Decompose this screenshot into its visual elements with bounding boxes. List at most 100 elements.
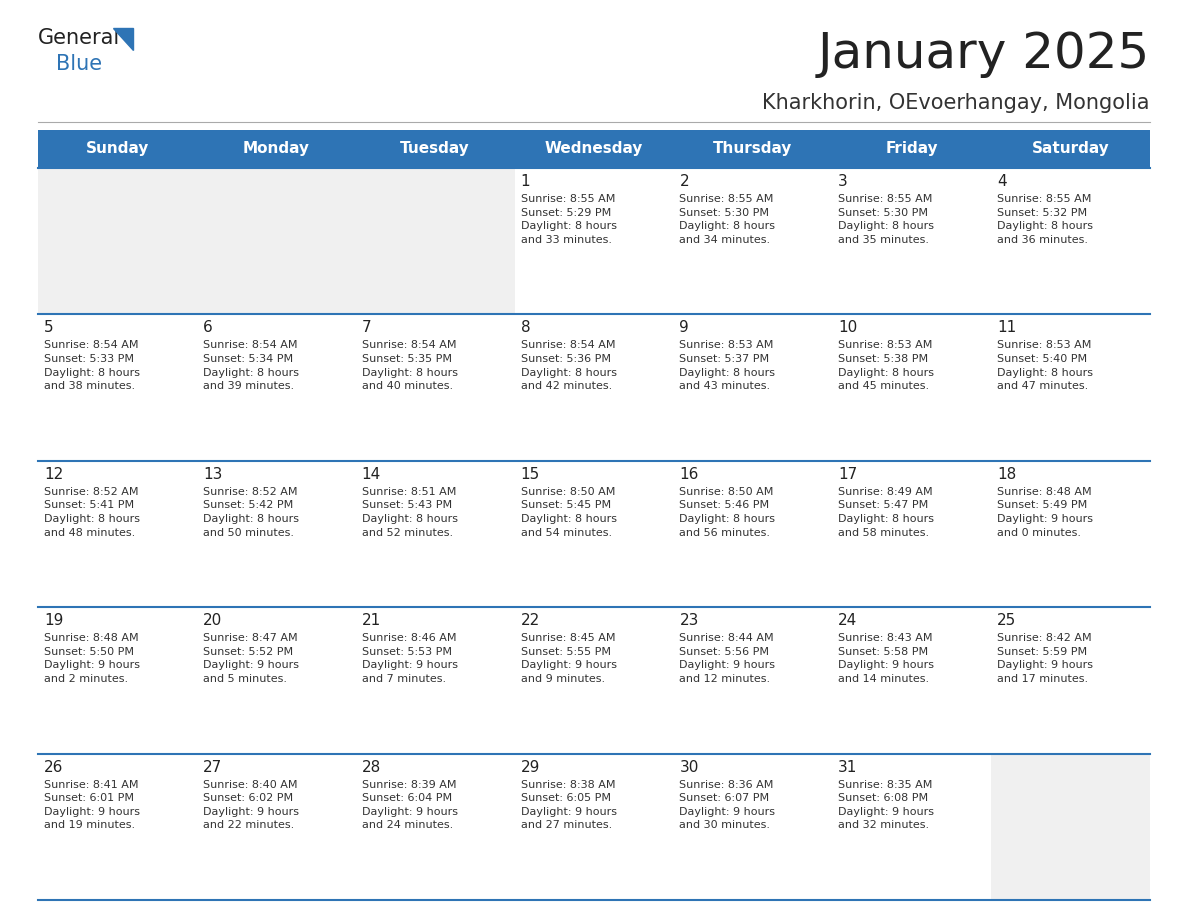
Bar — [355, 168, 514, 314]
Bar — [38, 461, 197, 607]
Bar — [991, 130, 1150, 168]
Text: Sunrise: 8:42 AM
Sunset: 5:59 PM
Daylight: 9 hours
and 17 minutes.: Sunrise: 8:42 AM Sunset: 5:59 PM Dayligh… — [997, 633, 1093, 684]
Text: Sunrise: 8:55 AM
Sunset: 5:29 PM
Daylight: 8 hours
and 33 minutes.: Sunrise: 8:55 AM Sunset: 5:29 PM Dayligh… — [520, 194, 617, 245]
Text: Sunrise: 8:47 AM
Sunset: 5:52 PM
Daylight: 9 hours
and 5 minutes.: Sunrise: 8:47 AM Sunset: 5:52 PM Dayligh… — [203, 633, 299, 684]
Bar — [833, 314, 991, 461]
Text: General: General — [38, 28, 120, 48]
Text: Sunrise: 8:39 AM
Sunset: 6:04 PM
Daylight: 9 hours
and 24 minutes.: Sunrise: 8:39 AM Sunset: 6:04 PM Dayligh… — [361, 779, 457, 831]
Bar — [991, 461, 1150, 607]
Text: Sunrise: 8:35 AM
Sunset: 6:08 PM
Daylight: 9 hours
and 32 minutes.: Sunrise: 8:35 AM Sunset: 6:08 PM Dayligh… — [839, 779, 934, 831]
Bar — [355, 461, 514, 607]
Text: Sunrise: 8:53 AM
Sunset: 5:37 PM
Daylight: 8 hours
and 43 minutes.: Sunrise: 8:53 AM Sunset: 5:37 PM Dayligh… — [680, 341, 776, 391]
Text: Sunrise: 8:48 AM
Sunset: 5:49 PM
Daylight: 9 hours
and 0 minutes.: Sunrise: 8:48 AM Sunset: 5:49 PM Dayligh… — [997, 487, 1093, 538]
Text: 4: 4 — [997, 174, 1006, 189]
Text: Wednesday: Wednesday — [545, 141, 643, 156]
Text: Sunrise: 8:53 AM
Sunset: 5:38 PM
Daylight: 8 hours
and 45 minutes.: Sunrise: 8:53 AM Sunset: 5:38 PM Dayligh… — [839, 341, 934, 391]
Bar — [514, 754, 674, 900]
Bar — [833, 607, 991, 754]
Text: Sunrise: 8:38 AM
Sunset: 6:05 PM
Daylight: 9 hours
and 27 minutes.: Sunrise: 8:38 AM Sunset: 6:05 PM Dayligh… — [520, 779, 617, 831]
Text: 20: 20 — [203, 613, 222, 628]
Text: Sunrise: 8:54 AM
Sunset: 5:33 PM
Daylight: 8 hours
and 38 minutes.: Sunrise: 8:54 AM Sunset: 5:33 PM Dayligh… — [44, 341, 140, 391]
Bar — [674, 461, 833, 607]
Text: 5: 5 — [44, 320, 53, 335]
Text: 24: 24 — [839, 613, 858, 628]
Text: Sunrise: 8:45 AM
Sunset: 5:55 PM
Daylight: 9 hours
and 9 minutes.: Sunrise: 8:45 AM Sunset: 5:55 PM Dayligh… — [520, 633, 617, 684]
Bar — [355, 314, 514, 461]
Text: Sunrise: 8:48 AM
Sunset: 5:50 PM
Daylight: 9 hours
and 2 minutes.: Sunrise: 8:48 AM Sunset: 5:50 PM Dayligh… — [44, 633, 140, 684]
Bar — [38, 607, 197, 754]
Bar — [355, 754, 514, 900]
Text: 3: 3 — [839, 174, 848, 189]
Text: Tuesday: Tuesday — [400, 141, 470, 156]
Text: Sunday: Sunday — [86, 141, 150, 156]
Bar — [991, 314, 1150, 461]
Bar — [833, 754, 991, 900]
Text: 21: 21 — [361, 613, 381, 628]
Bar — [38, 130, 197, 168]
Text: Sunrise: 8:40 AM
Sunset: 6:02 PM
Daylight: 9 hours
and 22 minutes.: Sunrise: 8:40 AM Sunset: 6:02 PM Dayligh… — [203, 779, 299, 831]
Text: Monday: Monday — [242, 141, 310, 156]
Bar — [197, 607, 355, 754]
Text: 6: 6 — [203, 320, 213, 335]
Bar — [197, 461, 355, 607]
Text: 2: 2 — [680, 174, 689, 189]
Text: Sunrise: 8:52 AM
Sunset: 5:42 PM
Daylight: 8 hours
and 50 minutes.: Sunrise: 8:52 AM Sunset: 5:42 PM Dayligh… — [203, 487, 299, 538]
Text: 13: 13 — [203, 466, 222, 482]
Bar — [674, 130, 833, 168]
Text: 1: 1 — [520, 174, 530, 189]
Text: 28: 28 — [361, 759, 381, 775]
Text: Thursday: Thursday — [713, 141, 792, 156]
Bar — [991, 168, 1150, 314]
Bar — [355, 607, 514, 754]
Text: 29: 29 — [520, 759, 541, 775]
Polygon shape — [113, 28, 133, 50]
Bar — [514, 168, 674, 314]
Text: 22: 22 — [520, 613, 539, 628]
Bar — [514, 314, 674, 461]
Text: Sunrise: 8:55 AM
Sunset: 5:30 PM
Daylight: 8 hours
and 34 minutes.: Sunrise: 8:55 AM Sunset: 5:30 PM Dayligh… — [680, 194, 776, 245]
Text: Sunrise: 8:43 AM
Sunset: 5:58 PM
Daylight: 9 hours
and 14 minutes.: Sunrise: 8:43 AM Sunset: 5:58 PM Dayligh… — [839, 633, 934, 684]
Text: Sunrise: 8:41 AM
Sunset: 6:01 PM
Daylight: 9 hours
and 19 minutes.: Sunrise: 8:41 AM Sunset: 6:01 PM Dayligh… — [44, 779, 140, 831]
Text: 10: 10 — [839, 320, 858, 335]
Bar — [991, 607, 1150, 754]
Bar — [833, 130, 991, 168]
Text: 30: 30 — [680, 759, 699, 775]
Text: Sunrise: 8:46 AM
Sunset: 5:53 PM
Daylight: 9 hours
and 7 minutes.: Sunrise: 8:46 AM Sunset: 5:53 PM Dayligh… — [361, 633, 457, 684]
Bar — [514, 461, 674, 607]
Text: Sunrise: 8:51 AM
Sunset: 5:43 PM
Daylight: 8 hours
and 52 minutes.: Sunrise: 8:51 AM Sunset: 5:43 PM Dayligh… — [361, 487, 457, 538]
Text: Sunrise: 8:50 AM
Sunset: 5:45 PM
Daylight: 8 hours
and 54 minutes.: Sunrise: 8:50 AM Sunset: 5:45 PM Dayligh… — [520, 487, 617, 538]
Text: Blue: Blue — [56, 54, 102, 74]
Text: 8: 8 — [520, 320, 530, 335]
Text: Kharkhorin, OEvoerhangay, Mongolia: Kharkhorin, OEvoerhangay, Mongolia — [763, 93, 1150, 113]
Bar — [674, 314, 833, 461]
Bar — [833, 461, 991, 607]
Bar — [38, 168, 197, 314]
Text: Sunrise: 8:55 AM
Sunset: 5:30 PM
Daylight: 8 hours
and 35 minutes.: Sunrise: 8:55 AM Sunset: 5:30 PM Dayligh… — [839, 194, 934, 245]
Bar — [514, 130, 674, 168]
Text: Sunrise: 8:49 AM
Sunset: 5:47 PM
Daylight: 8 hours
and 58 minutes.: Sunrise: 8:49 AM Sunset: 5:47 PM Dayligh… — [839, 487, 934, 538]
Text: 23: 23 — [680, 613, 699, 628]
Text: Sunrise: 8:53 AM
Sunset: 5:40 PM
Daylight: 8 hours
and 47 minutes.: Sunrise: 8:53 AM Sunset: 5:40 PM Dayligh… — [997, 341, 1093, 391]
Bar — [514, 607, 674, 754]
Text: 16: 16 — [680, 466, 699, 482]
Bar — [197, 130, 355, 168]
Text: 25: 25 — [997, 613, 1017, 628]
Text: Sunrise: 8:55 AM
Sunset: 5:32 PM
Daylight: 8 hours
and 36 minutes.: Sunrise: 8:55 AM Sunset: 5:32 PM Dayligh… — [997, 194, 1093, 245]
Bar — [674, 754, 833, 900]
Bar — [991, 754, 1150, 900]
Bar — [38, 754, 197, 900]
Text: 17: 17 — [839, 466, 858, 482]
Text: Sunrise: 8:36 AM
Sunset: 6:07 PM
Daylight: 9 hours
and 30 minutes.: Sunrise: 8:36 AM Sunset: 6:07 PM Dayligh… — [680, 779, 776, 831]
Text: Sunrise: 8:50 AM
Sunset: 5:46 PM
Daylight: 8 hours
and 56 minutes.: Sunrise: 8:50 AM Sunset: 5:46 PM Dayligh… — [680, 487, 776, 538]
Text: 18: 18 — [997, 466, 1017, 482]
Text: 11: 11 — [997, 320, 1017, 335]
Bar — [197, 754, 355, 900]
Text: Sunrise: 8:54 AM
Sunset: 5:36 PM
Daylight: 8 hours
and 42 minutes.: Sunrise: 8:54 AM Sunset: 5:36 PM Dayligh… — [520, 341, 617, 391]
Bar — [674, 607, 833, 754]
Text: Friday: Friday — [885, 141, 939, 156]
Text: 9: 9 — [680, 320, 689, 335]
Bar — [197, 168, 355, 314]
Text: January 2025: January 2025 — [817, 30, 1150, 78]
Text: 31: 31 — [839, 759, 858, 775]
Bar — [197, 314, 355, 461]
